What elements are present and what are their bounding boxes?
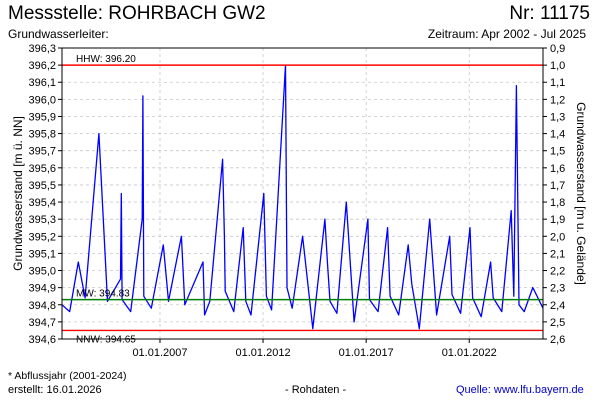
y-tick-label-right: 2,6 (550, 334, 565, 346)
y-tick-label-left: 395,5 (28, 180, 56, 192)
y-tick-label-right: 2,5 (550, 317, 565, 329)
y-tick-label-right: 1,6 (550, 163, 565, 175)
y-tick-label-right: 0,9 (550, 43, 565, 55)
y-axis-title-right: Grundwasserstand [m u. Gelände] (574, 102, 588, 285)
y-tick-label-left: 394,9 (28, 283, 56, 295)
y-tick-label-left: 395,9 (28, 111, 56, 123)
station-number: Nr: 11175 (509, 3, 590, 24)
y-tick-label-right: 1,1 (550, 77, 565, 89)
plot-frame (61, 47, 544, 340)
y-tick-label-left: 395,8 (28, 129, 56, 141)
y-tick-label-left: 395,4 (28, 197, 56, 209)
footnote: * Abflussjahr (2001-2024) (8, 370, 127, 382)
x-tick-label: 01.01.2022 (442, 347, 497, 359)
y-tick-label-right: 2,1 (550, 248, 565, 260)
y-tick-label-left: 396,0 (28, 94, 56, 106)
series-line (61, 64, 544, 330)
y-tick-label-left: 394,7 (28, 317, 56, 329)
y-tick-label-right: 1,2 (550, 94, 565, 106)
y-tick-label-right: 1,0 (550, 60, 565, 72)
y-tick-label-left: 396,2 (28, 60, 56, 72)
y-tick-label-right: 2,3 (550, 283, 565, 295)
y-axis-title-left: Grundwasserstand [m ü. NN] (11, 116, 25, 271)
y-tick-label-right: 1,7 (550, 180, 565, 192)
aquifer-label: Grundwasserleiter: (8, 27, 109, 41)
x-tick-label: 01.01.2017 (339, 347, 394, 359)
y-tick-label-right: 1,5 (550, 146, 565, 158)
nnw-label: NNW: 394.65 (76, 334, 136, 345)
period-label: Zeitraum: Apr 2002 - Jul 2025 (427, 27, 586, 41)
y-tick-label-left: 396,1 (28, 77, 56, 89)
y-tick-label-left: 395,2 (28, 231, 56, 243)
y-tick-label-right: 2,0 (550, 231, 565, 243)
rawdata-label: - Rohdaten - (285, 384, 347, 396)
y-tick-label-left: 395,7 (28, 146, 56, 158)
y-tick-label-left: 395,6 (28, 163, 56, 175)
y-tick-label-left: 394,8 (28, 300, 56, 312)
hhw-label: HHW: 396.20 (76, 54, 136, 65)
y-tick-label-left: 396,3 (28, 43, 56, 55)
plot-area (62, 48, 543, 339)
y-tick-label-left: 395,3 (28, 214, 56, 226)
y-tick-label-right: 1,4 (550, 129, 565, 141)
y-tick-label-right: 2,2 (550, 266, 565, 278)
y-tick-label-right: 1,3 (550, 111, 565, 123)
created-date: erstellt: 16.01.2026 (8, 384, 102, 396)
source-link[interactable]: Quelle: www.lfu.bayern.de (456, 384, 584, 396)
y-tick-label-left: 394,6 (28, 334, 56, 346)
y-tick-label-right: 1,8 (550, 197, 565, 209)
x-tick-label: 01.01.2007 (132, 347, 187, 359)
y-tick-label-left: 395,0 (28, 266, 56, 278)
y-tick-label-right: 2,4 (550, 300, 565, 312)
station-title: Messstelle: ROHRBACH GW2 (8, 3, 266, 24)
mw-label: MW: 394.83 (76, 289, 130, 300)
x-tick-label: 01.01.2012 (236, 347, 291, 359)
y-tick-label-right: 1,9 (550, 214, 565, 226)
y-tick-label-left: 395,1 (28, 248, 56, 260)
